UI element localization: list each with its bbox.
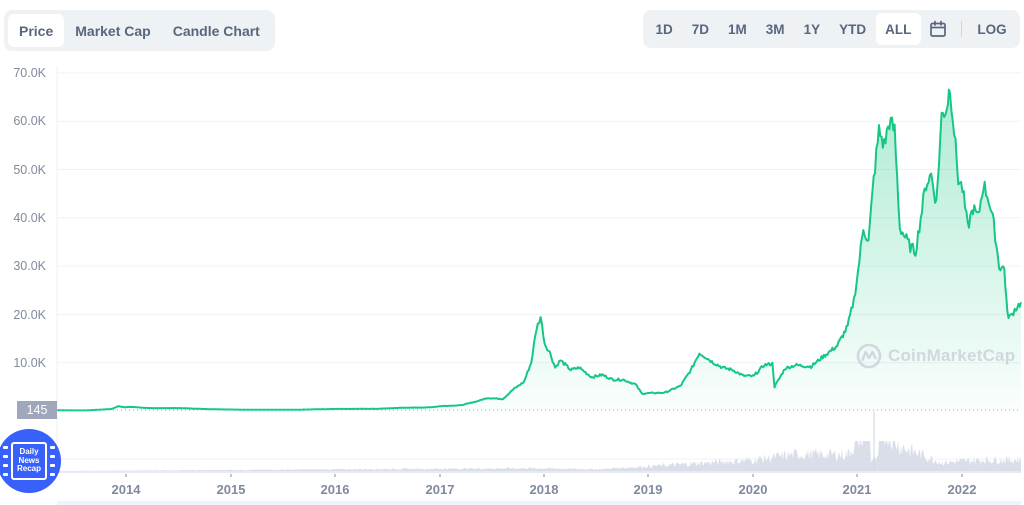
x-axis-ticks [125,474,963,477]
x-tick-2019: 2019 [633,482,663,497]
y-tick-70k: 70.0K [13,66,46,80]
divider [960,21,962,37]
x-tick-2014: 2014 [111,482,141,497]
x-tick-2022: 2022 [947,482,977,497]
range-all-button[interactable]: ALL [875,13,921,45]
current-price-tag: 145 [17,401,57,419]
y-tick-20k: 20.0K [13,308,46,322]
coinmarketcap-watermark: CoinMarketCap [856,343,1015,369]
calendar-icon [929,20,946,37]
film-strip-right [50,446,55,476]
watermark-text: CoinMarketCap [888,346,1016,365]
y-tick-50k: 50.0K [13,163,46,177]
x-tick-2021: 2021 [842,482,872,497]
volume-bars [57,411,1021,471]
coinmarketcap-logo-icon [856,343,882,369]
y-tick-30k: 30.0K [13,259,46,273]
film-strip-left [3,446,8,476]
x-tick-2016: 2016 [320,482,350,497]
y-tick-10k: 10.0K [13,356,46,370]
x-tick-2018: 2018 [529,482,559,497]
daily-news-recap-button[interactable]: Daily News Recap [0,429,61,493]
tab-candle-chart[interactable]: Candle Chart [172,22,260,39]
range-navigator-strip[interactable] [57,501,1021,505]
calendar-button[interactable] [921,13,955,45]
y-tick-40k: 40.0K [13,211,46,225]
range-1m-button[interactable]: 1M [728,21,747,37]
x-tick-2020: 2020 [738,482,768,497]
range-3m-button[interactable]: 3M [765,21,785,37]
price-area-fill [57,89,1021,411]
price-line [57,88,1022,412]
badge-line-3: Recap [16,464,41,474]
range-1y-button[interactable]: 1Y [803,21,821,37]
news-film-icon: Daily News Recap [3,442,55,480]
time-range-selector: 1D 7D 1M 3M 1Y YTD ALL LOG [643,10,1020,48]
badge-line-1: Daily [19,447,39,457]
tab-market-cap[interactable]: Market Cap [75,22,151,39]
range-ytd-button[interactable]: YTD [839,21,867,37]
y-tick-60k: 60.0K [13,114,46,128]
x-tick-2017: 2017 [425,482,455,497]
tab-price[interactable]: Price [8,14,65,47]
badge-line-2: News [18,455,40,465]
range-7d-button[interactable]: 7D [691,21,710,37]
chart-type-tabs: Price Market Cap Candle Chart [4,10,275,51]
range-1d-button[interactable]: 1D [655,21,673,37]
log-scale-toggle[interactable]: LOG [977,21,1007,37]
x-tick-2015: 2015 [216,482,246,497]
